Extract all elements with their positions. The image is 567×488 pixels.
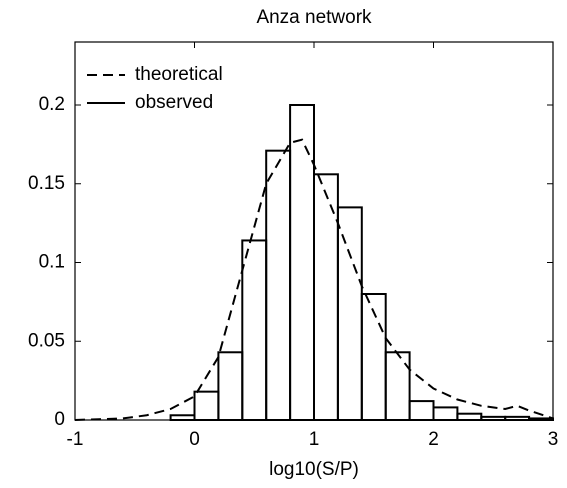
histogram-bar — [289, 104, 316, 421]
x-tick-label: 0 — [189, 429, 200, 450]
y-tick-label: 0.15 — [28, 173, 65, 194]
legend-label: theoretical — [135, 64, 223, 85]
histogram-bar — [265, 149, 292, 422]
y-tick-label: 0 — [54, 409, 65, 430]
histogram-bar — [480, 415, 507, 422]
y-tick-label: 0.2 — [39, 94, 65, 115]
x-tick-label: 2 — [428, 429, 439, 450]
x-tick-label: -1 — [67, 429, 84, 450]
legend-label: observed — [135, 92, 213, 113]
histogram-bar — [241, 239, 268, 421]
y-tick-label: 0.1 — [39, 252, 65, 273]
y-tick-label: 0.05 — [28, 330, 65, 351]
histogram-bar — [408, 400, 435, 422]
histogram-bar — [456, 412, 483, 422]
x-tick-label: 3 — [548, 429, 559, 450]
histogram-bar — [336, 206, 363, 421]
histogram-bar — [432, 406, 459, 421]
histogram-bar — [193, 390, 220, 421]
histogram-bar — [313, 173, 339, 421]
histogram-bar — [384, 351, 411, 421]
histogram-bar — [169, 414, 196, 421]
histogram-bar — [217, 351, 244, 421]
histogram-bar — [504, 415, 531, 422]
chart-title: Anza network — [256, 7, 372, 28]
histogram-bar — [528, 417, 554, 421]
x-axis-label: log10(S/P) — [269, 459, 359, 480]
x-tick-label: 1 — [309, 429, 320, 450]
